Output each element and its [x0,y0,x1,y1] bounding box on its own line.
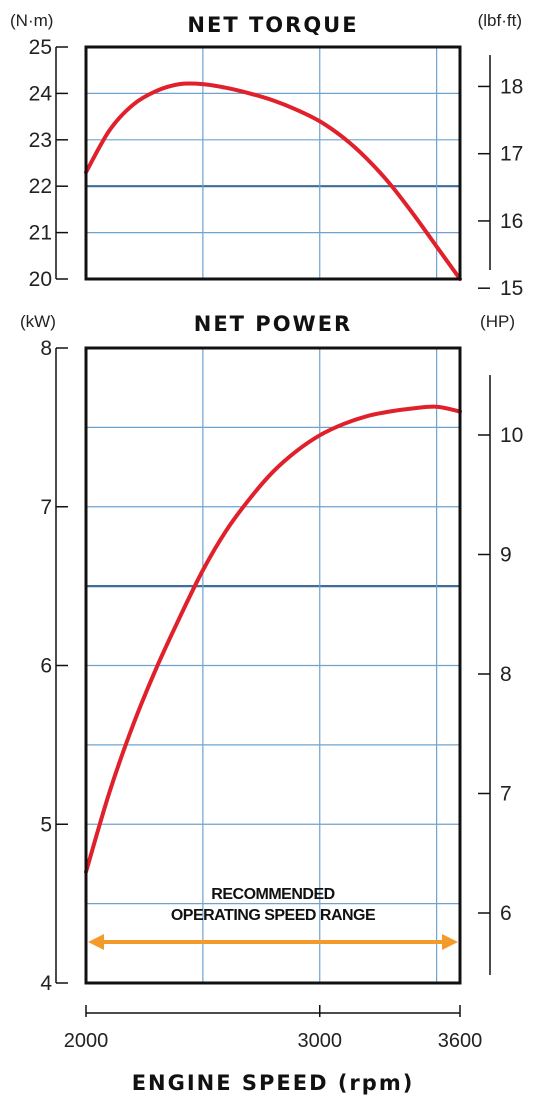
net-torque-panel: NET TORQUE (N·m) (lbf·ft) 20 21 22 23 24 25 1… [10,11,523,300]
x-tick-label: 3600 [438,1030,483,1052]
recommended-label-line1: RECOMMENDED [211,886,334,903]
power-left-axis: 4 5 6 7 8 [40,337,68,995]
left-tick-label: 22 [29,175,52,198]
right-tick-label: 9 [500,544,512,567]
recommended-range-annotation: RECOMMENDED OPERATING SPEED RANGE [88,886,458,950]
torque-right-axis: 15 16 17 18 [478,55,523,300]
left-tick-label: 25 [29,36,52,59]
torque-curve [84,81,462,281]
left-tick-label: 23 [29,129,52,152]
torque-left-axis: 20 21 22 23 24 25 [29,36,68,291]
right-tick-label: 18 [500,75,523,98]
recommended-label-line2: OPERATING SPEED RANGE [171,907,376,924]
torque-plot-frame [84,45,462,281]
left-tick-label: 4 [40,972,52,995]
left-tick-label: 7 [40,496,52,519]
power-title: NET POWER [194,312,352,336]
left-tick-label: 24 [29,82,53,105]
torque-gridlines [86,47,460,279]
power-right-axis: 6 7 8 9 10 [478,375,523,975]
left-tick-label: 5 [40,813,52,836]
recommended-range-arrow [88,934,458,950]
left-tick-label: 20 [29,268,52,291]
torque-series [84,81,462,281]
right-tick-label: 16 [500,210,523,233]
x-tick-label: 2000 [64,1030,109,1052]
power-left-unit: (kW) [20,312,56,331]
power-curve [84,404,462,874]
x-axis: 2000 3000 3600 [64,1005,483,1052]
power-series [84,404,462,874]
torque-left-unit: (N·m) [10,11,53,30]
right-tick-label: 7 [500,783,512,806]
left-tick-label: 8 [40,337,52,360]
right-tick-label: 10 [500,424,523,447]
torque-right-unit: (lbf·ft) [478,11,522,30]
power-plot-frame [84,346,462,985]
right-tick-label: 6 [500,902,512,925]
range-arrow-right-head [442,934,458,950]
net-power-panel: NET POWER (kW) (HP) 4 5 6 7 8 6 7 8 9 10 RECOMME… [20,312,523,1095]
right-tick-label: 17 [500,143,523,166]
torque-title: NET TORQUE [187,13,358,37]
range-arrow-left-head [88,934,104,950]
left-tick-label: 21 [29,222,52,245]
right-tick-label: 15 [500,277,523,300]
left-tick-label: 6 [40,655,52,678]
power-right-unit: (HP) [480,312,515,331]
x-axis-label: ENGINE SPEED (rpm) [132,1071,415,1095]
power-gridlines [86,348,460,983]
x-tick-label: 3000 [298,1030,343,1052]
right-tick-label: 8 [500,663,512,686]
